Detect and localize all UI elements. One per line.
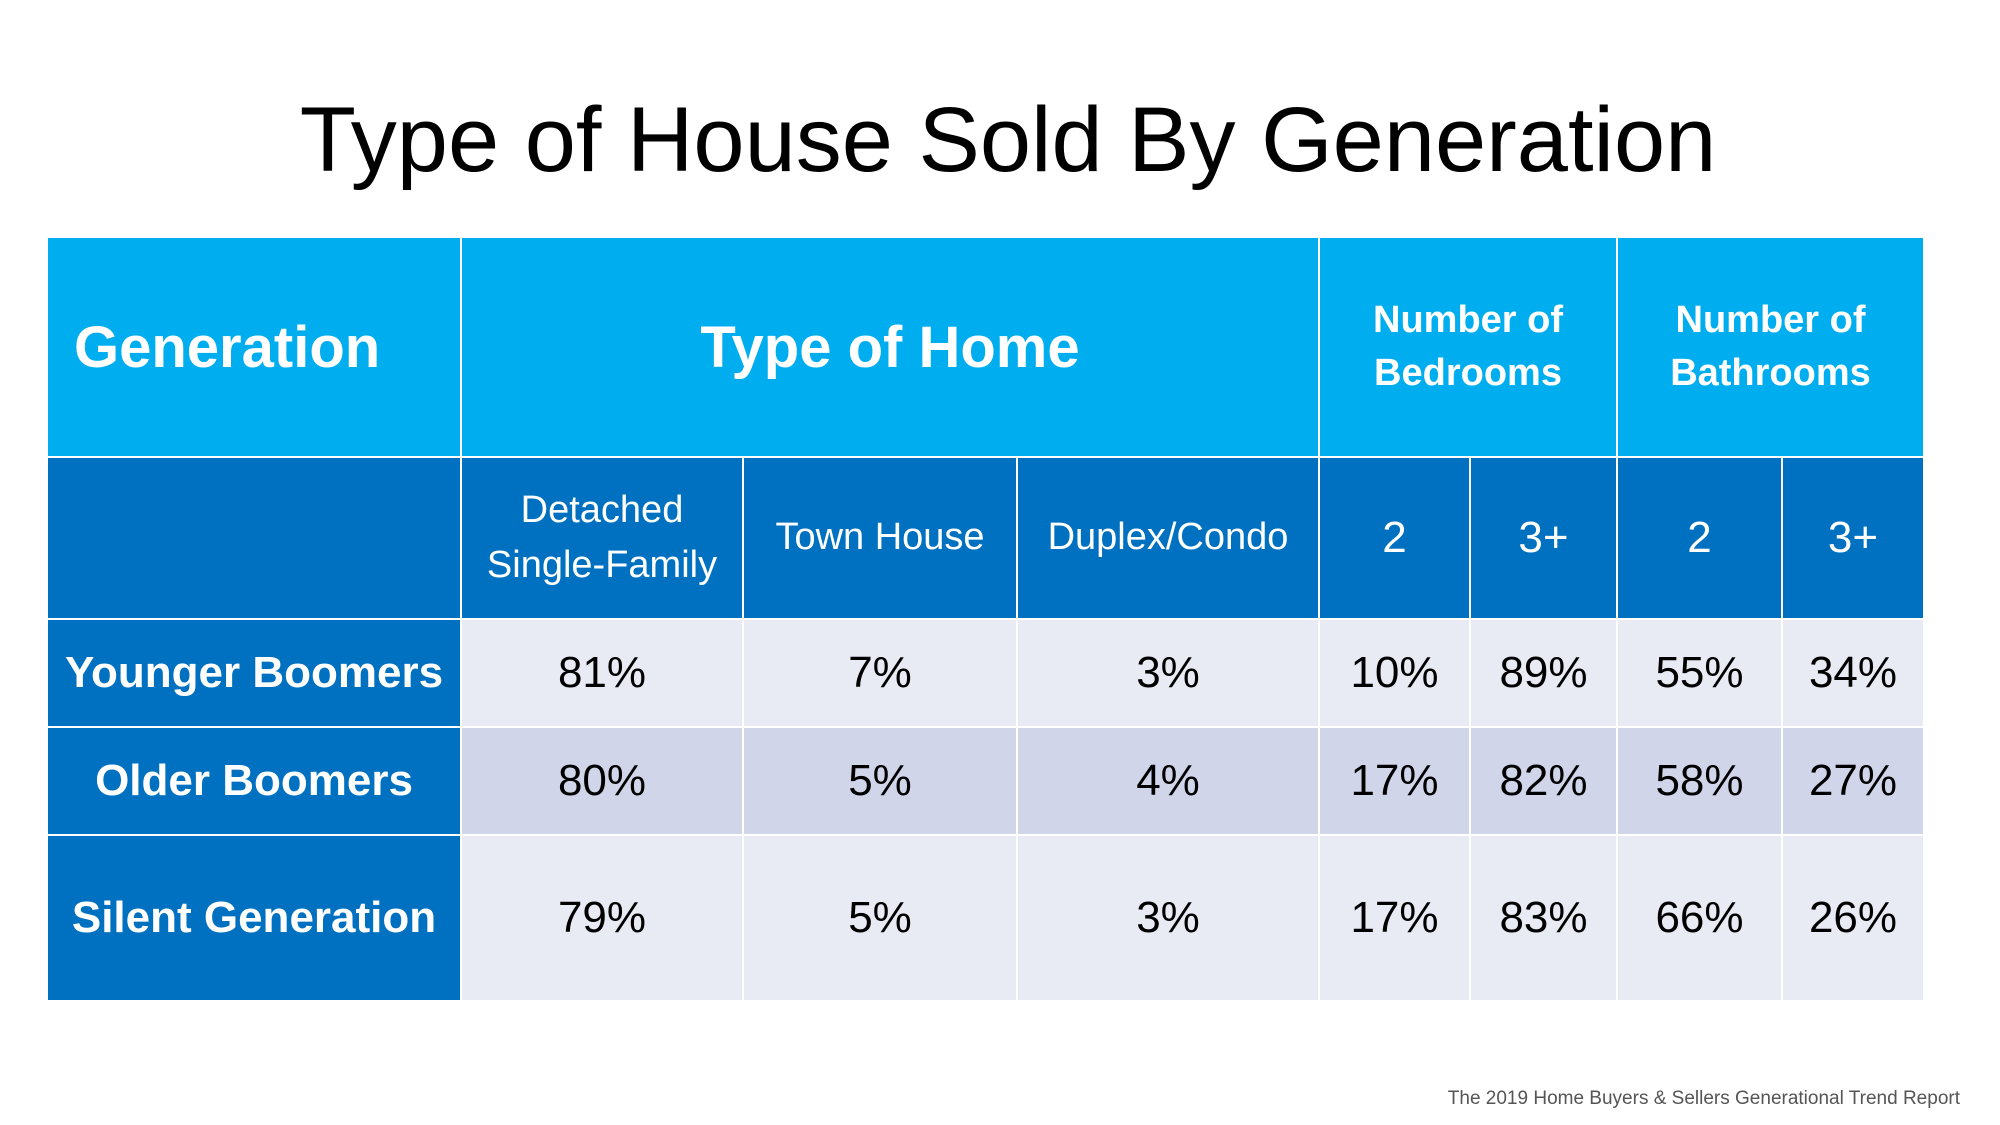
header-row: Generation Type of Home Number of Bedroo… [46,236,1925,458]
subheader-bed-3: 3+ [1469,456,1618,620]
cell-town-house: 5% [742,834,1018,1002]
table-row: Younger Boomers 81% 7% 3% 10% 89% 55% 34… [46,618,1925,728]
cell-bed-2: 17% [1318,726,1471,836]
cell-town-house: 5% [742,726,1018,836]
cell-bed-2: 10% [1318,618,1471,728]
table-row: Older Boomers 80% 5% 4% 17% 82% 58% 27% [46,726,1925,836]
header-bedrooms: Number of Bedrooms [1318,236,1618,458]
cell-bath-3: 27% [1781,726,1925,836]
header-bathrooms: Number of Bathrooms [1616,236,1925,458]
header-type-of-home: Type of Home [460,236,1320,458]
subheader-town-house: Town House [742,456,1018,620]
subheader-empty [46,456,462,620]
cell-detached: 80% [460,726,744,836]
subheader-detached: Detached Single-Family [460,456,744,620]
row-label: Younger Boomers [46,618,462,728]
cell-bed-3: 82% [1469,726,1618,836]
cell-bed-2: 17% [1318,834,1471,1002]
row-label: Older Boomers [46,726,462,836]
header-generation: Generation [46,236,462,458]
subheader-duplex: Duplex/Condo [1016,456,1320,620]
cell-bath-2: 66% [1616,834,1783,1002]
subheader-row: Detached Single-Family Town House Duplex… [46,456,1925,620]
cell-bed-3: 83% [1469,834,1618,1002]
row-label: Silent Generation [46,834,462,1002]
source-note: The 2019 Home Buyers & Sellers Generatio… [1447,1088,1960,1109]
page-title: Type of House Sold By Generation [299,89,1717,191]
generation-table: Generation Type of Home Number of Bedroo… [46,236,1925,1002]
subheader-bath-3: 3+ [1781,456,1925,620]
cell-detached: 79% [460,834,744,1002]
cell-bath-2: 55% [1616,618,1783,728]
cell-duplex: 3% [1016,618,1320,728]
cell-bed-3: 89% [1469,618,1618,728]
cell-duplex: 4% [1016,726,1320,836]
subheader-bath-2: 2 [1616,456,1783,620]
table-row: Silent Generation 79% 5% 3% 17% 83% 66% … [46,834,1925,1002]
cell-duplex: 3% [1016,834,1320,1002]
cell-detached: 81% [460,618,744,728]
cell-bath-3: 34% [1781,618,1925,728]
subheader-bed-2: 2 [1318,456,1471,620]
cell-bath-3: 26% [1781,834,1925,1002]
cell-bath-2: 58% [1616,726,1783,836]
cell-town-house: 7% [742,618,1018,728]
